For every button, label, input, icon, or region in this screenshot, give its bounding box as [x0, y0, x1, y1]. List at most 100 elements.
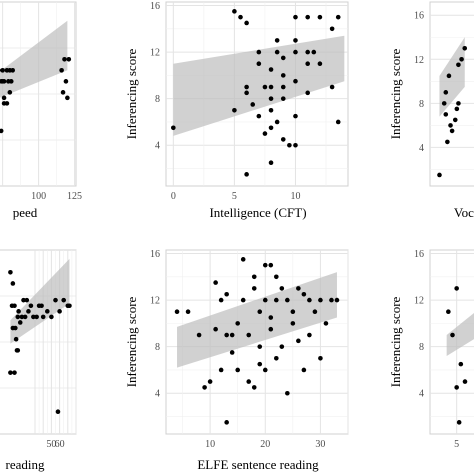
data-point	[34, 314, 39, 320]
data-point	[450, 332, 455, 338]
x-tick-label: 20	[260, 439, 270, 450]
data-point	[456, 101, 461, 106]
data-point	[257, 309, 263, 315]
data-point	[244, 20, 249, 26]
x-axis-title: peed	[13, 205, 38, 220]
data-point	[329, 297, 334, 303]
y-tick-label: 8	[419, 99, 424, 110]
data-point	[60, 90, 66, 95]
data-point	[456, 62, 461, 68]
data-point	[446, 309, 451, 315]
data-point	[12, 303, 17, 309]
data-point	[53, 297, 58, 303]
data-point	[24, 297, 30, 303]
data-point	[262, 84, 268, 90]
y-tick-label: 8	[155, 342, 160, 353]
y-axis-title: Inferencing score	[124, 48, 139, 139]
data-point	[305, 90, 310, 96]
data-point	[268, 96, 274, 101]
data-point	[268, 84, 274, 90]
data-point	[329, 84, 335, 90]
data-point	[246, 379, 252, 384]
data-point	[256, 49, 262, 55]
data-point	[8, 270, 13, 275]
x-tick-label: 10	[290, 191, 300, 202]
data-point	[274, 297, 279, 303]
data-point	[262, 297, 268, 303]
data-point	[274, 119, 280, 125]
data-point	[293, 38, 298, 43]
data-point	[224, 332, 229, 338]
data-point	[0, 68, 5, 73]
data-point	[268, 67, 274, 72]
data-point	[218, 367, 224, 373]
data-point	[305, 61, 310, 67]
confidence-band	[0, 20, 68, 98]
panel-p6: 4 8 12 16 5 Inferencing score	[388, 249, 474, 450]
data-point	[462, 45, 468, 51]
data-point	[235, 321, 240, 326]
data-point	[196, 332, 202, 338]
y-tick-label: 4	[155, 389, 160, 400]
data-point	[202, 385, 207, 390]
x-axis-title: Vocab	[454, 205, 474, 220]
y-axis-title: Inferencing score	[388, 296, 403, 387]
data-point	[307, 332, 312, 338]
y-tick-label: 8	[419, 342, 424, 353]
data-point	[441, 101, 447, 106]
data-point	[59, 68, 64, 73]
data-point	[45, 309, 50, 314]
data-point	[244, 84, 249, 90]
data-point	[318, 356, 323, 361]
data-point	[213, 280, 218, 285]
data-point	[334, 297, 340, 303]
data-point	[0, 128, 4, 134]
y-tick-label: 4	[419, 389, 424, 400]
data-point	[8, 79, 14, 84]
data-point	[262, 262, 268, 268]
data-point	[28, 303, 34, 309]
data-point	[61, 297, 66, 303]
data-point	[274, 274, 279, 280]
confidence-band	[10, 258, 70, 344]
data-point	[13, 336, 19, 342]
data-point	[0, 68, 1, 72]
x-tick-label: 0	[171, 191, 176, 202]
data-point	[452, 117, 458, 123]
data-point	[12, 370, 17, 375]
data-point	[443, 90, 449, 95]
data-point	[312, 309, 318, 315]
data-point	[268, 160, 274, 166]
confidence-band	[173, 35, 345, 136]
data-point	[279, 344, 285, 349]
x-tick-label: 125	[67, 191, 82, 202]
x-tick-label: 100	[31, 191, 46, 202]
data-point	[174, 309, 180, 315]
data-point	[268, 262, 274, 268]
data-point	[17, 320, 23, 325]
y-tick-label: 16	[414, 11, 424, 22]
data-point	[305, 14, 310, 20]
data-point	[335, 14, 341, 20]
data-point	[229, 350, 235, 355]
data-point	[262, 367, 268, 373]
data-point	[0, 79, 4, 84]
data-point	[293, 14, 298, 20]
data-point	[19, 314, 25, 320]
data-point	[10, 68, 16, 73]
data-point	[67, 303, 72, 309]
data-point	[185, 309, 191, 315]
y-tick-label: 12	[150, 48, 160, 59]
data-point	[22, 314, 28, 320]
data-point	[251, 286, 257, 291]
confidence-band	[439, 37, 465, 117]
y-tick-label: 4	[155, 141, 160, 152]
data-point	[229, 332, 235, 338]
y-tick-label: 4	[419, 143, 424, 154]
data-point	[305, 49, 310, 55]
data-point	[274, 49, 280, 55]
data-point	[207, 379, 213, 384]
data-point	[63, 79, 69, 84]
data-point	[437, 172, 442, 178]
data-point	[296, 338, 301, 344]
